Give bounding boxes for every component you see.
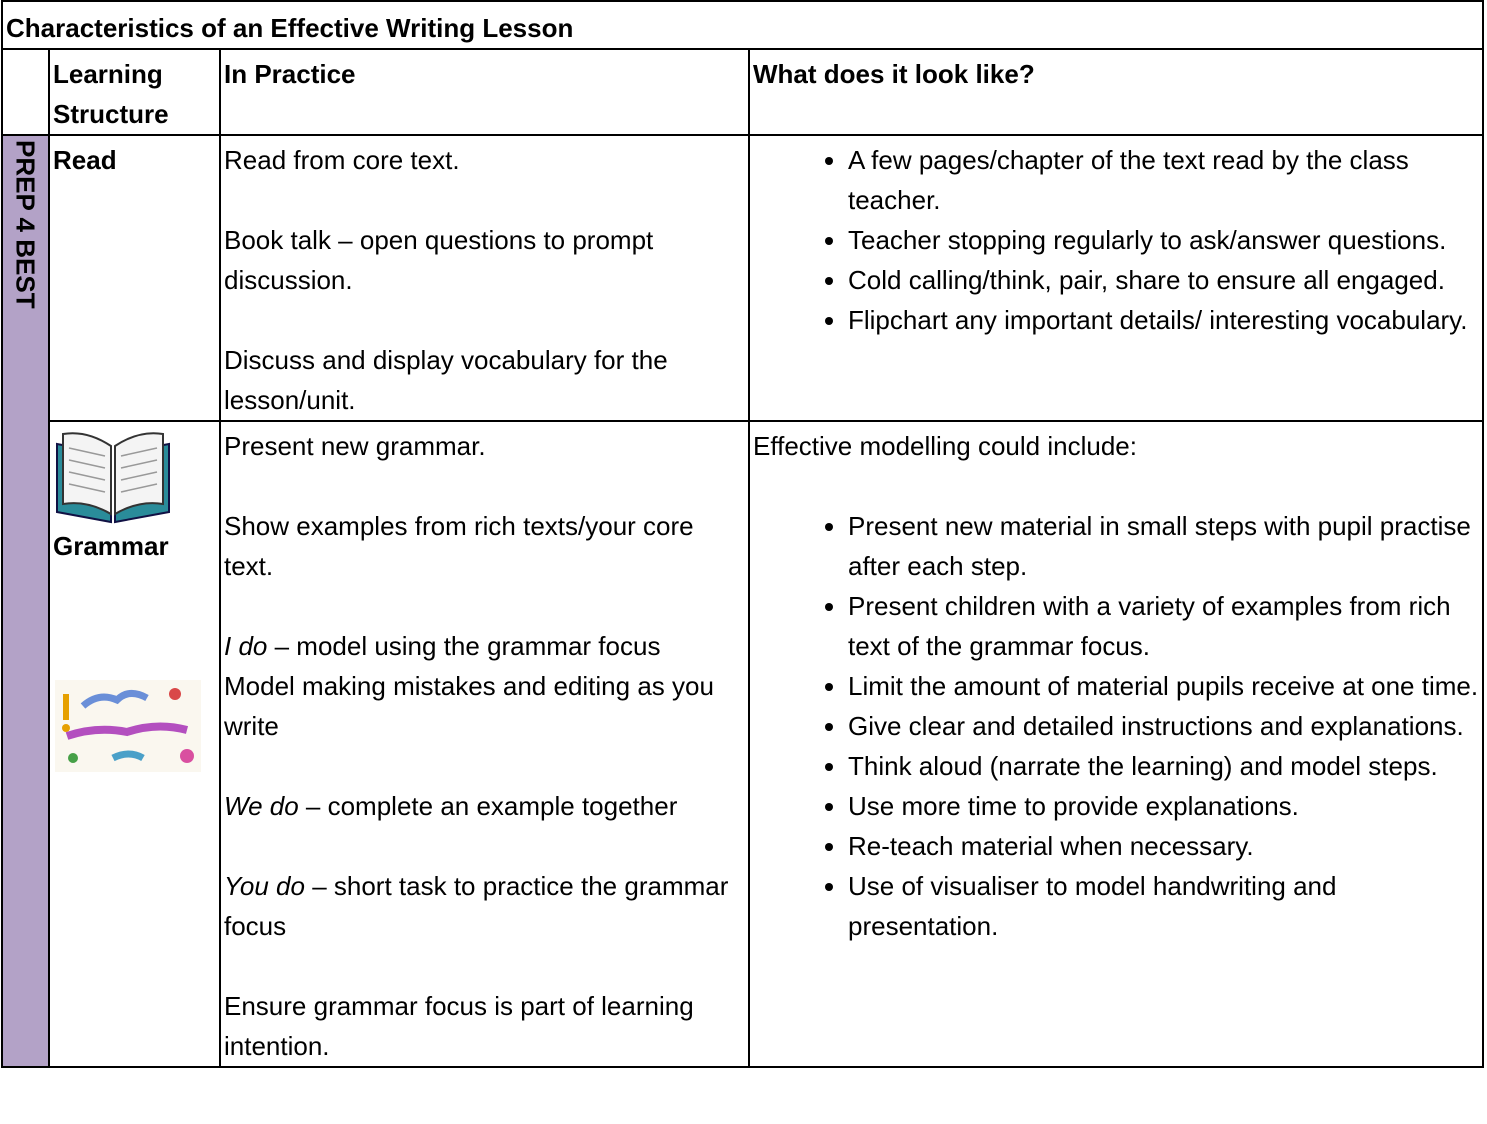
- look-cell: Effective modelling could include: Presen…: [747, 420, 1485, 1068]
- look-item: Present new material in small steps with…: [848, 506, 1479, 586]
- look-item: Flipchart any important details/ interes…: [848, 300, 1479, 340]
- practice-line: Discuss and display vocabulary for the l…: [224, 340, 745, 420]
- practice-paragraph: Read from core text.: [224, 140, 745, 180]
- header-blank: [1, 48, 50, 136]
- practice-cell: Read from core text. Book talk – open que…: [219, 134, 750, 422]
- practice-line: Show examples from rich texts/your core …: [224, 506, 745, 586]
- title-row: Characteristics of an Effective Writing …: [0, 0, 1485, 50]
- structure-cell: Grammar: [48, 420, 221, 1068]
- header-cell: Learning Structure: [48, 48, 221, 136]
- practice-text: Ensure grammar focus is part of learning…: [224, 991, 694, 1061]
- practice-paragraph: Discuss and display vocabulary for the l…: [224, 340, 745, 420]
- practice-line: Ensure grammar focus is part of learning…: [224, 986, 745, 1066]
- practice-paragraph: Present new grammar.: [224, 426, 745, 466]
- practice-text: Read from core text.: [224, 145, 460, 175]
- body-row: PREP 4 BEST Read Read from core text. Book …: [1, 134, 1485, 1068]
- practice-emphasis: We do: [224, 791, 299, 821]
- practice-paragraph: I do – model using the grammar focus Mode…: [224, 626, 745, 746]
- look-intro: Effective modelling could include:: [753, 431, 1137, 461]
- practice-paragraph: Book talk – open questions to prompt dis…: [224, 220, 745, 300]
- side-label-cell: PREP 4 BEST: [1, 134, 50, 1068]
- header-cell: What does it look like?: [747, 48, 1485, 136]
- practice-text: Present new grammar.: [224, 431, 486, 461]
- table-body: Characteristics of an Effective Writing …: [0, 0, 1485, 1068]
- look-list: Present new material in small steps with…: [753, 506, 1479, 946]
- practice-paragraph: You do – short task to practice the gram…: [224, 866, 745, 946]
- look-item: Limit the amount of material pupils rece…: [848, 666, 1479, 706]
- header-cell: In Practice: [219, 48, 750, 136]
- look-item: Present children with a variety of examp…: [848, 586, 1479, 666]
- body-row: Grammar Present new grammar. Show example…: [2, 420, 1485, 1068]
- practice-paragraph: We do – complete an example together: [224, 786, 745, 826]
- structure-label: Grammar: [53, 531, 169, 561]
- structure-cell: Read: [48, 134, 221, 422]
- look-item: A few pages/chapter of the text read by …: [848, 140, 1479, 220]
- table-title: Characteristics of an Effective Writing …: [0, 0, 1485, 50]
- practice-line: Model making mistakes and editing as you…: [224, 666, 745, 746]
- look-item: Use of visualiser to model handwriting a…: [848, 866, 1479, 946]
- practice-line: Read from core text.: [224, 140, 745, 180]
- practice-emphasis: I do: [224, 631, 268, 661]
- practice-paragraph: Ensure grammar focus is part of learning…: [224, 986, 745, 1066]
- practice-text: Show examples from rich texts/your core …: [224, 511, 694, 581]
- side-label: PREP 4 BEST: [10, 140, 41, 309]
- practice-line: You do – short task to practice the gram…: [224, 866, 745, 946]
- practice-line: We do – complete an example together: [224, 786, 745, 826]
- look-cell: A few pages/chapter of the text read by …: [747, 134, 1485, 422]
- practice-text: – short task to practice the grammar foc…: [224, 871, 729, 941]
- look-item: Think aloud (narrate the learning) and m…: [848, 746, 1479, 786]
- structure-label: Read: [53, 145, 117, 175]
- practice-cell: Present new grammar. Show examples from r…: [219, 420, 750, 1068]
- lesson-table: Characteristics of an Effective Writing …: [0, 0, 1485, 1068]
- practice-text: – complete an example together: [298, 791, 678, 821]
- word-art: [55, 680, 201, 772]
- practice-emphasis: You do: [224, 871, 305, 901]
- book-icon: [56, 432, 170, 524]
- practice-text: Discuss and display vocabulary for the l…: [224, 345, 668, 415]
- practice-line: I do – model using the grammar focus: [224, 626, 745, 666]
- practice-line: Book talk – open questions to prompt dis…: [224, 220, 745, 300]
- look-item: Teacher stopping regularly to ask/answer…: [848, 220, 1479, 260]
- look-item: Give clear and detailed instructions and…: [848, 706, 1479, 746]
- practice-text: Model making mistakes and editing as you…: [224, 671, 714, 741]
- practice-text: Book talk – open questions to prompt dis…: [224, 225, 654, 295]
- practice-paragraph: Show examples from rich texts/your core …: [224, 506, 745, 586]
- look-item: Cold calling/think, pair, share to ensur…: [848, 260, 1479, 300]
- practice-text: – model using the grammar focus: [267, 631, 661, 661]
- look-item: Re-teach material when necessary.: [848, 826, 1479, 866]
- header-row: Learning Structure In Practice What does…: [1, 48, 1485, 136]
- look-list: A few pages/chapter of the text read by …: [753, 140, 1479, 340]
- look-item: Use more time to provide explanations.: [848, 786, 1479, 826]
- practice-line: Present new grammar.: [224, 426, 745, 466]
